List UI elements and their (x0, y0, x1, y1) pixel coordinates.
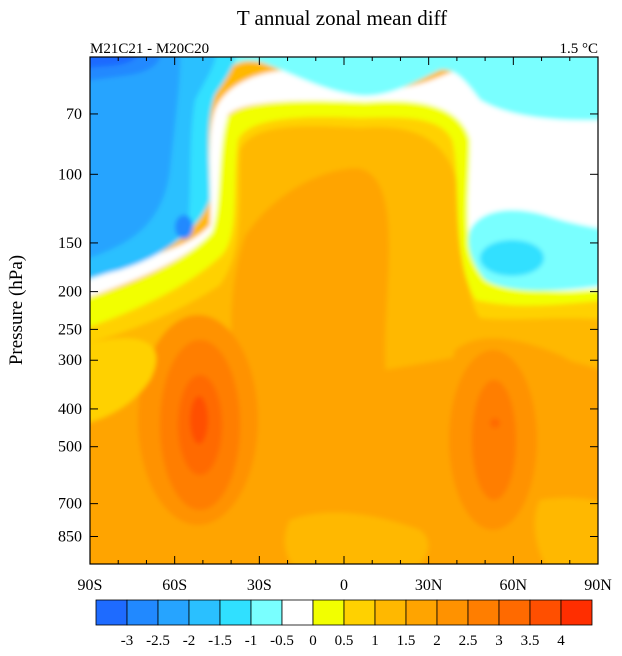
x-tick-label: 60S (162, 577, 187, 594)
band-neg-1-5-nh (480, 240, 544, 276)
colorbar-label: 3 (495, 633, 503, 649)
colorbar-label: -0.5 (270, 633, 294, 649)
y-tick-label: 400 (58, 401, 82, 418)
y-tick-label: 850 (58, 528, 82, 545)
colorbar-label: -2.5 (146, 633, 170, 649)
colorbar-box (95, 599, 128, 626)
colorbar-label: 2 (433, 633, 441, 649)
right-subtitle: 1.5 °C (559, 41, 598, 57)
y-axis-label: Pressure (hPa) (6, 255, 27, 365)
left-subtitle: M21C21 - M20C20 (90, 41, 209, 57)
y-tick-label: 700 (58, 496, 82, 513)
band-neg-3-5-sh (90, 57, 137, 68)
colorbar-label: -1 (245, 633, 258, 649)
colorbar-box (374, 599, 407, 626)
y-tick-label: 150 (58, 235, 82, 252)
colorbar-box (498, 599, 531, 626)
colorbar-label: 3.5 (521, 633, 540, 649)
colorbar-box (250, 599, 283, 626)
colorbar-box (343, 599, 376, 626)
contour-field (90, 57, 598, 564)
colorbar-label: 0.5 (335, 633, 354, 649)
x-axis: 90S 60S 30S 0 30N 60N 90N (78, 57, 612, 594)
colorbar-box (281, 599, 314, 626)
band-2-5-tropics (231, 168, 396, 480)
band-neg-2-5-core (175, 215, 193, 239)
band-1-5-bottom (284, 512, 429, 564)
x-tick-label: 30S (247, 577, 272, 594)
band-1-5-se (534, 497, 598, 564)
x-tick-label: 0 (340, 577, 348, 594)
chart-title: T annual zonal mean diff (237, 6, 447, 30)
y-tick-label: 300 (58, 352, 82, 369)
band-3-5-nh (472, 380, 516, 500)
band-4-nh (490, 418, 500, 428)
x-tick-label: 60N (500, 577, 528, 594)
y-tick-label: 70 (66, 106, 82, 123)
colorbar-box (188, 599, 221, 626)
y-tick-label: 200 (58, 284, 82, 301)
colorbar-box (529, 599, 562, 626)
colorbar-box (560, 599, 593, 626)
band-1-0-sh (90, 338, 156, 423)
y-tick-label: 100 (58, 166, 82, 183)
x-tick-label: 90N (584, 577, 612, 594)
colorbar-label: 4 (557, 633, 565, 649)
colorbar-label: 1.5 (397, 633, 416, 649)
x-tick-label: 90S (78, 577, 103, 594)
colorbar-label: -2 (183, 633, 196, 649)
colorbar-label: -3 (121, 633, 134, 649)
y-axis: 70 100 150 200 250 300 400 500 700 850 (58, 106, 598, 545)
colorbar-box (436, 599, 469, 626)
colorbar-box (219, 599, 252, 626)
x-tick-label: 30N (415, 577, 443, 594)
y-tick-label: 250 (58, 321, 82, 338)
colorbar-box (405, 599, 438, 626)
colorbar-label: 1 (371, 633, 379, 649)
band-4-5-sh (190, 396, 208, 444)
colorbar-box (467, 599, 500, 626)
colorbar: -3 -2.5 -2 -1.5 -1 -0.5 0 0.5 1 1.5 2 2.5 3 3.5 4 (95, 599, 593, 649)
colorbar-box (157, 599, 190, 626)
band-neg-2-5-sh (90, 57, 181, 258)
colorbar-label: 2.5 (459, 633, 478, 649)
colorbar-label: -1.5 (208, 633, 232, 649)
colorbar-box (312, 599, 345, 626)
colorbar-box (126, 599, 159, 626)
y-tick-label: 500 (58, 439, 82, 456)
colorbar-label: 0 (309, 633, 317, 649)
